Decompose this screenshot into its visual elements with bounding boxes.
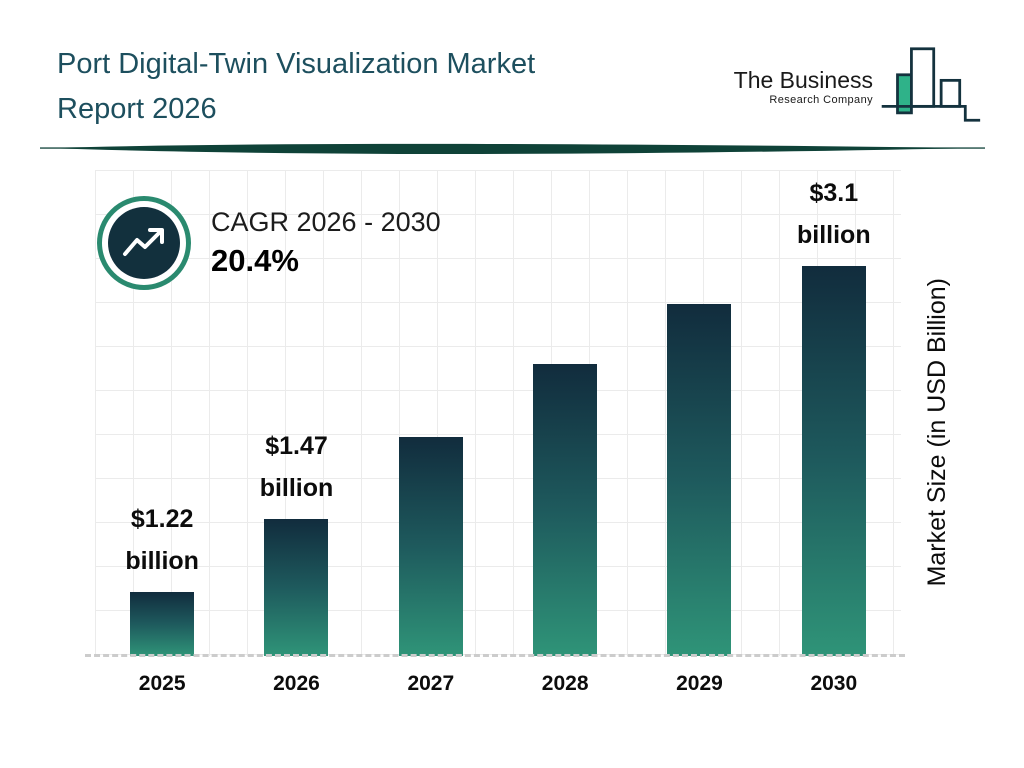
cagr-label: CAGR 2026 - 2030 xyxy=(211,206,441,237)
bar-value-label-2026: $1.47 billion xyxy=(260,426,334,509)
header: Port Digital-Twin Visualization Market R… xyxy=(0,0,1024,132)
bar-value-label-2025: $1.22 billion xyxy=(125,499,199,582)
y-axis-label: Market Size (in USD Billion) xyxy=(923,278,951,587)
bar-value-amount: $3.1 xyxy=(809,179,859,208)
cagr-badge: CAGR 2026 - 2030 20.4% xyxy=(97,195,441,290)
growth-trend-icon-circle xyxy=(108,206,180,279)
logo-name: The Business xyxy=(733,67,873,93)
bar-group-2027 xyxy=(364,170,498,656)
x-tick-2030: 2030 xyxy=(810,671,858,695)
bar-2026 xyxy=(264,518,329,656)
growth-trend-icon xyxy=(97,195,191,290)
bar-group-2025: $1.22 billion xyxy=(95,170,229,656)
bar-value-unit: billion xyxy=(125,546,199,575)
bar-group-2029 xyxy=(632,170,766,656)
bar-value-unit: billion xyxy=(797,220,871,249)
x-tick-2028: 2028 xyxy=(541,671,589,695)
bar-group-2026: $1.47 billion xyxy=(229,170,363,656)
bar-group-2030: $3.1 billion xyxy=(767,170,901,656)
logo-bars-icon xyxy=(881,47,981,122)
x-tick-2027: 2027 xyxy=(407,671,455,695)
bar-value-unit: billion xyxy=(259,473,334,502)
page-title-line2: Report 2026 xyxy=(57,92,217,125)
bars-row: $1.22 billion $1.47 billion $3.1 billion xyxy=(95,170,901,656)
logo-text: The Business Research Company xyxy=(733,67,873,107)
bar-group-2028 xyxy=(498,170,632,656)
page-title: Port Digital-Twin Visualization Market R… xyxy=(57,42,535,132)
bar-value-label-2030: $3.1 billion xyxy=(797,173,871,256)
trend-arrow-icon xyxy=(123,227,164,256)
x-tick-2025: 2025 xyxy=(138,671,186,695)
bar-value-amount: $1.22 xyxy=(130,505,194,534)
x-tick-2029: 2029 xyxy=(676,671,723,695)
x-tick-2026: 2026 xyxy=(273,671,320,695)
cagr-text: CAGR 2026 - 2030 20.4% xyxy=(211,207,441,279)
bar-2025 xyxy=(130,591,195,656)
divider xyxy=(40,143,985,154)
company-logo: The Business Research Company xyxy=(734,44,982,126)
bar-value-amount: $1.47 xyxy=(265,432,328,461)
page-title-line1: Port Digital-Twin Visualization Market xyxy=(57,48,536,80)
bar-2027 xyxy=(398,436,463,656)
bar-2029 xyxy=(667,303,732,656)
x-axis-labels: 2025 2026 2027 2028 2029 2030 xyxy=(95,672,901,696)
chart-area: $1.22 billion $1.47 billion $3.1 billion CAGR… xyxy=(85,169,905,657)
bar-2030 xyxy=(801,265,866,656)
bar-2028 xyxy=(533,363,598,656)
logo-subtitle: Research Company xyxy=(769,94,873,107)
cagr-value: 20.4% xyxy=(211,242,299,278)
